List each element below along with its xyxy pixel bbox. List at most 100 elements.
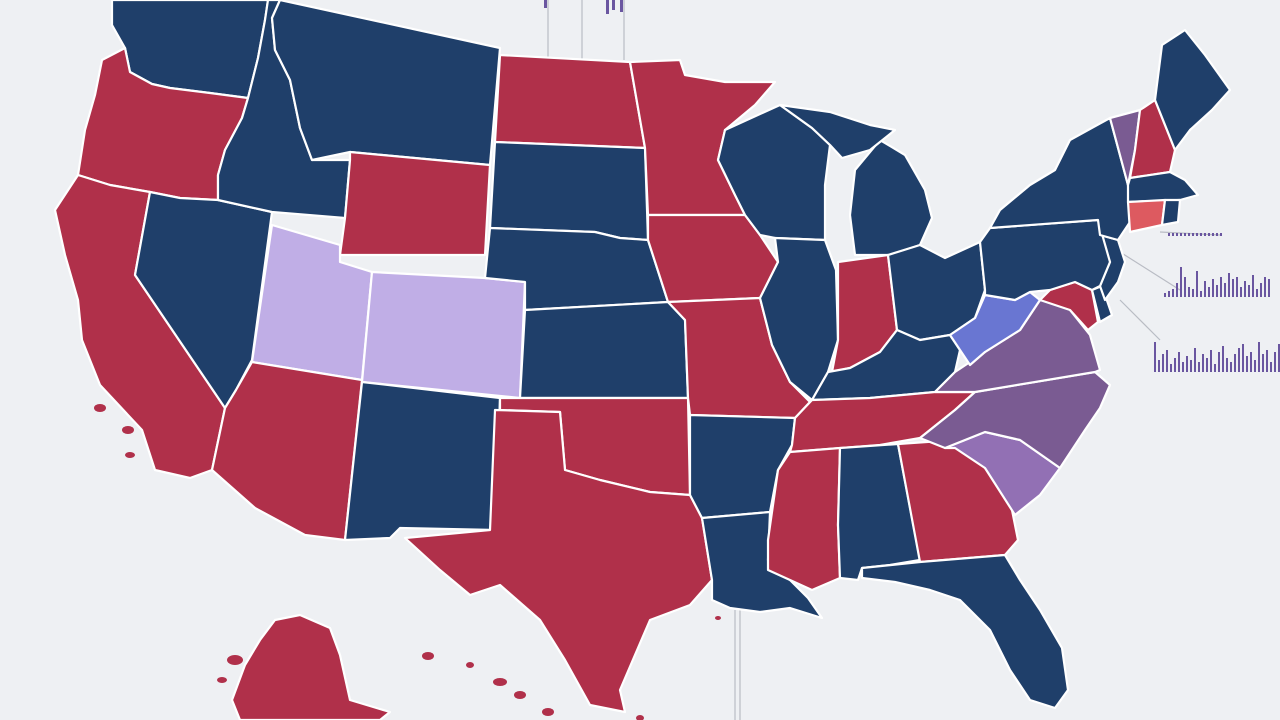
decor-bar (1192, 289, 1194, 297)
decor-bar (1228, 273, 1230, 297)
state-sd[interactable] (488, 140, 650, 242)
decor-bar (1212, 233, 1214, 236)
decor-bar (1164, 293, 1166, 297)
decor-bar (1224, 283, 1226, 297)
state-ms[interactable] (766, 446, 842, 592)
decor-bar (1222, 346, 1224, 372)
decor-bar (1184, 233, 1186, 236)
decor-bar (1244, 281, 1246, 297)
decor-bar (1268, 279, 1270, 297)
decor-bar (1180, 233, 1182, 236)
decor-bar (1210, 350, 1212, 372)
state-pa[interactable] (978, 218, 1112, 302)
state-az[interactable] (210, 360, 364, 542)
decor-bar (1216, 233, 1218, 236)
decor-bar (1270, 362, 1272, 372)
state-nc[interactable] (918, 370, 1112, 470)
decor-bar (1252, 275, 1254, 297)
decor-bar (1220, 277, 1222, 297)
decor-bar (1184, 277, 1186, 297)
decor-bar (1196, 271, 1198, 297)
decor-bar (1226, 358, 1228, 372)
mini-bar-chart-2 (1164, 267, 1270, 297)
decor-bar (1174, 358, 1176, 372)
decor-bar (1250, 352, 1252, 372)
decor-bar (1196, 233, 1198, 236)
decor-bar (1248, 285, 1250, 297)
state-ny[interactable] (988, 116, 1132, 242)
states-layer (53, 0, 1232, 720)
decor-bar (1240, 287, 1242, 297)
decor-bar (1176, 283, 1178, 297)
state-tx[interactable] (403, 408, 714, 714)
decor-bar (1170, 364, 1172, 372)
decor-bar (1180, 267, 1182, 297)
decor-bar (1264, 277, 1266, 297)
decor-bar (1234, 354, 1236, 372)
decor-bar (1188, 287, 1190, 297)
decor-bar (1178, 352, 1180, 372)
mini-bar-chart-1 (1168, 233, 1222, 236)
decor-bar (1206, 358, 1208, 372)
state-co[interactable] (360, 270, 527, 400)
state-wy[interactable] (338, 150, 492, 257)
decor-bar (1198, 362, 1200, 372)
decor-bar (1182, 362, 1184, 372)
decor-bar (1236, 277, 1238, 297)
state-ct[interactable] (1126, 198, 1167, 234)
decor-bar (1166, 350, 1168, 372)
decor-bar (1204, 281, 1206, 297)
state-fl[interactable] (860, 553, 1070, 710)
decor-bar (1214, 364, 1216, 372)
decor-bar (1230, 362, 1232, 372)
state-ks[interactable] (518, 300, 690, 400)
state-nd[interactable] (493, 53, 647, 150)
state-ak[interactable] (230, 613, 392, 720)
decor-bar (1202, 354, 1204, 372)
decor-bar (1266, 350, 1268, 372)
decor-bar (1238, 348, 1240, 372)
decor-bar (1278, 344, 1280, 372)
decor-bar (1242, 344, 1244, 372)
decor-bar (1208, 287, 1210, 297)
decor-bar (1158, 360, 1160, 372)
decor-bar (1260, 283, 1262, 297)
state-me[interactable] (1153, 28, 1232, 152)
decor-bar (1208, 233, 1210, 236)
state-ma[interactable] (1126, 170, 1200, 204)
decor-bar (1254, 360, 1256, 372)
state-mi[interactable] (848, 138, 934, 257)
decor-bar (1190, 360, 1192, 372)
decor-bar (1172, 233, 1174, 236)
decor-bar (1258, 342, 1260, 372)
decor-bar (1200, 291, 1202, 297)
decor-bar (1204, 233, 1206, 236)
decor-bar (1274, 352, 1276, 372)
decor-bar (1172, 289, 1174, 297)
state-mi-up[interactable] (778, 103, 897, 160)
decor-bar (1256, 289, 1258, 297)
state-nm[interactable] (343, 380, 502, 542)
state-mt[interactable] (270, 0, 502, 167)
state-ri[interactable] (1160, 198, 1182, 227)
decor-bar (1220, 233, 1222, 236)
decor-bar (1168, 291, 1170, 297)
decor-bar (1194, 348, 1196, 372)
decor-bar (1168, 233, 1170, 236)
island-fragments (94, 404, 721, 720)
decor-bar (1192, 233, 1194, 236)
decor-bar (1232, 279, 1234, 297)
decor-annotations (544, 0, 1280, 720)
decor-bar (1188, 233, 1190, 236)
decor-bar (1176, 233, 1178, 236)
decor-bar (1212, 279, 1214, 297)
decor-bar (1216, 285, 1218, 297)
decor-bar (1162, 354, 1164, 372)
decor-bar (1218, 352, 1220, 372)
mini-bar-chart-3 (1154, 342, 1280, 372)
decor-bar (1262, 354, 1264, 372)
decor-bar (1200, 233, 1202, 236)
decor-bar (1186, 356, 1188, 372)
